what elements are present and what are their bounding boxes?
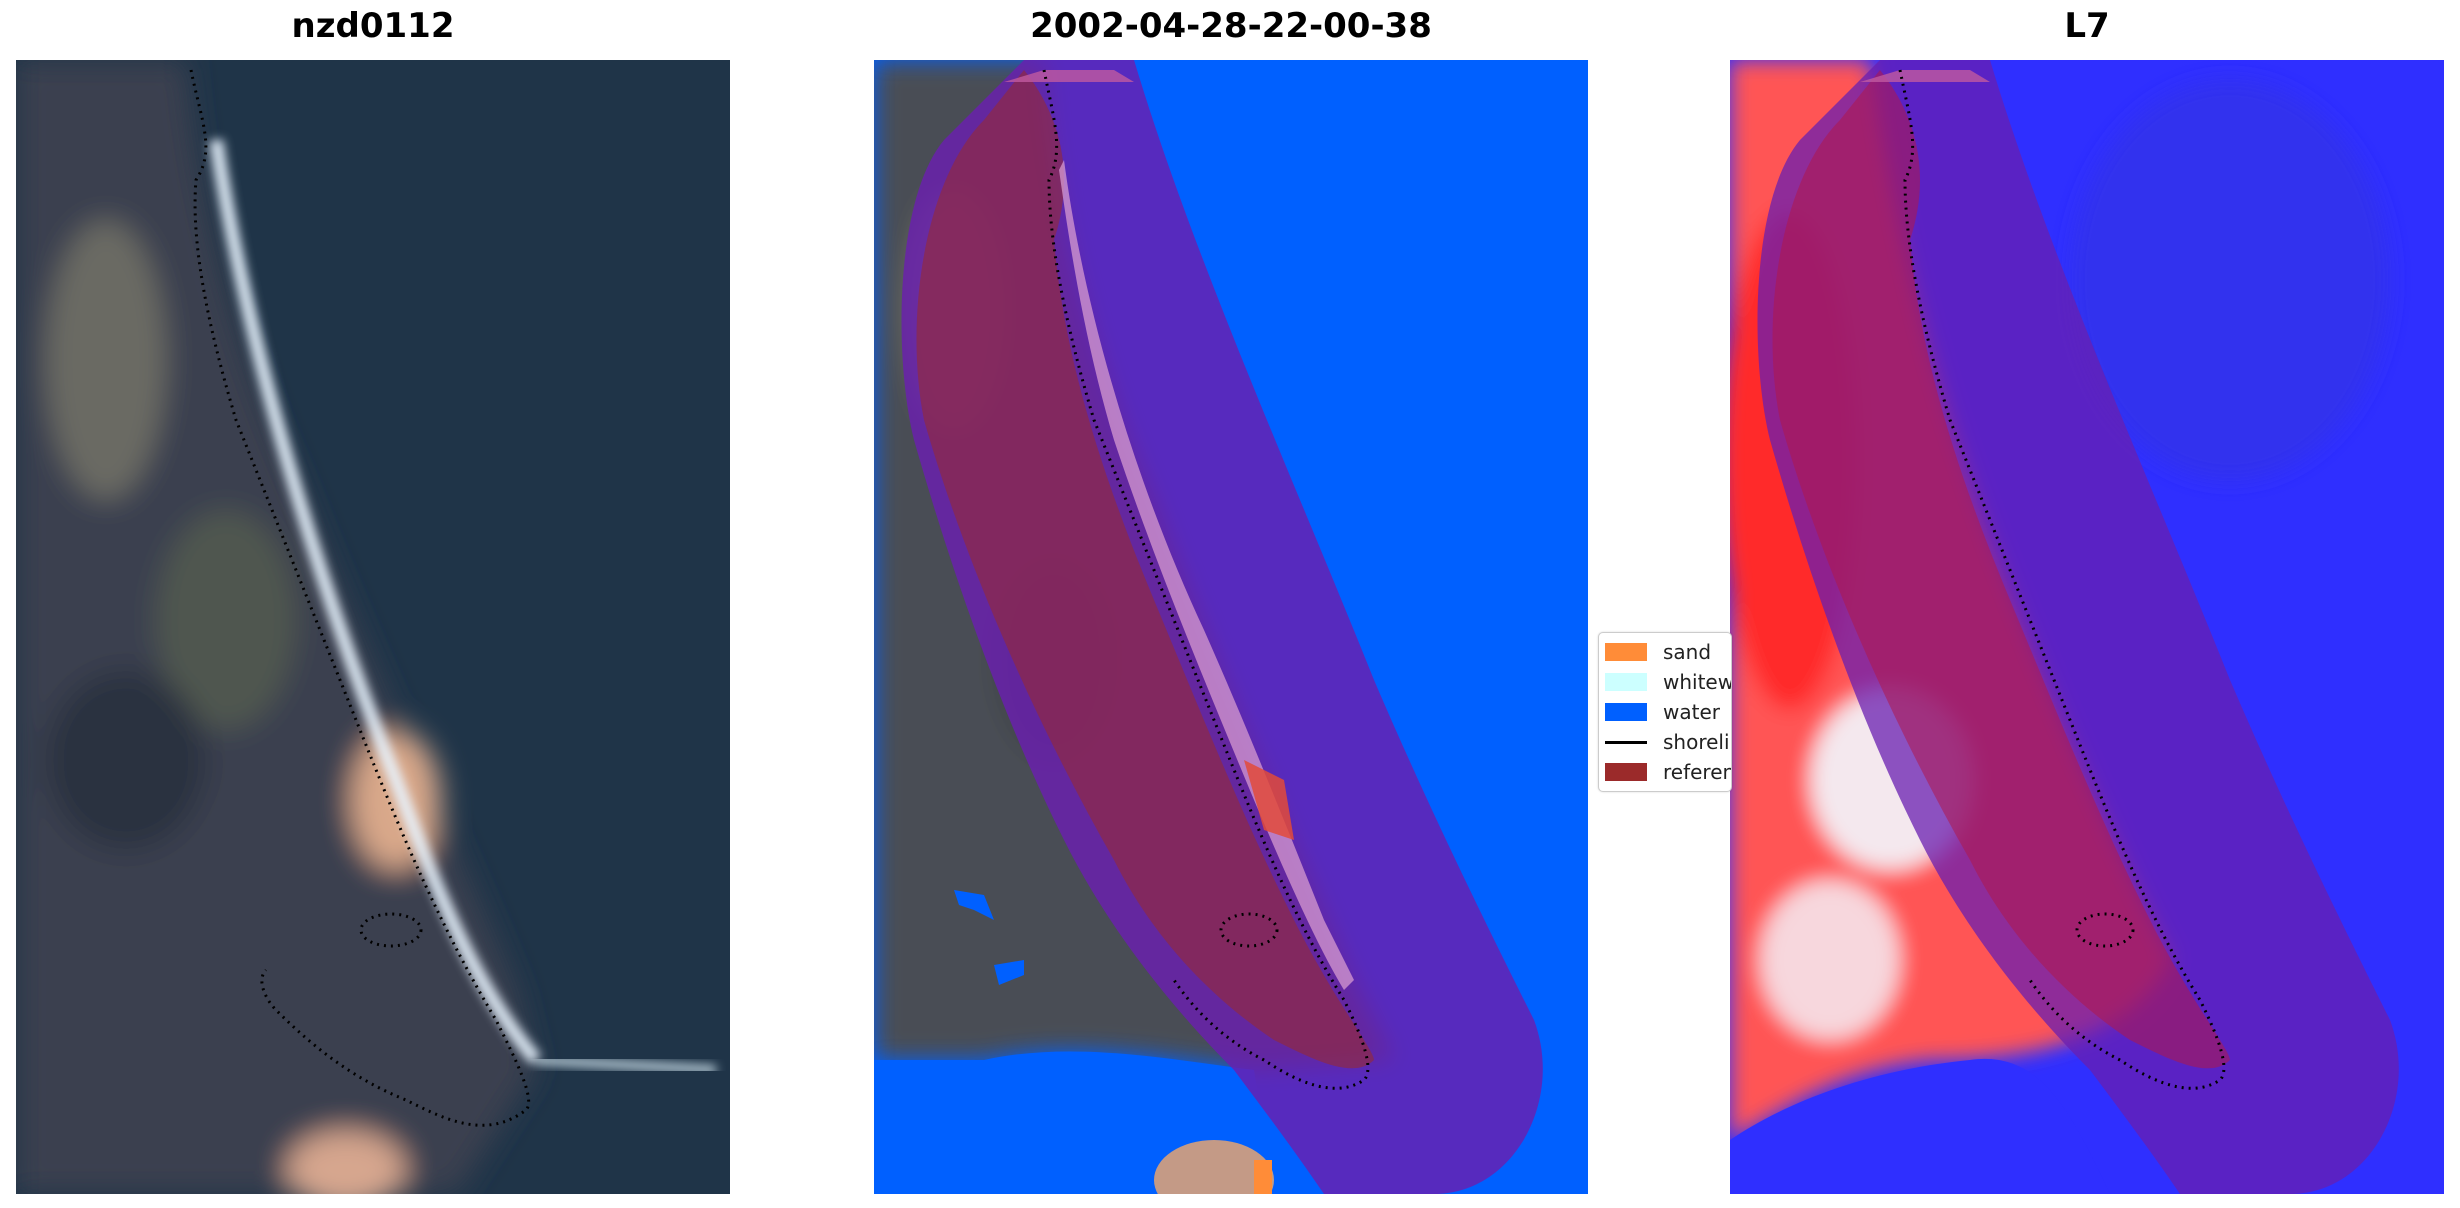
legend-label: water [1663, 700, 1720, 724]
rgb-image [16, 60, 730, 1194]
reference-loop [359, 912, 423, 948]
rgb-image-panel [16, 60, 730, 1194]
legend-item-sand: sand [1605, 637, 1711, 667]
legend-label: sand [1663, 640, 1712, 664]
whitewater-swatch [1605, 673, 1647, 691]
legend-item-shoreline: shoreline [1605, 727, 1731, 757]
l7-index-image [1730, 60, 2444, 1194]
panel-title-date: 2002-04-28-22-00-38 [1030, 6, 1432, 46]
legend-label: shoreline [1663, 730, 1731, 754]
legend-item-water: water [1605, 697, 1720, 727]
water-swatch [1605, 703, 1647, 721]
l7-index-panel [1730, 60, 2444, 1194]
reference-band [916, 70, 1374, 1069]
panel-title-nzd0112: nzd0112 [291, 6, 455, 46]
classification-image [874, 60, 1588, 1194]
panel-title-l7: L7 [2064, 6, 2110, 46]
shoreline-contour [1042, 69, 1370, 1090]
shoreline-contour [1898, 69, 2226, 1090]
legend-label: reference [1663, 760, 1731, 784]
reference-swatch [1605, 763, 1647, 781]
reference-band [1772, 70, 2230, 1069]
shoreline-line-icon [1605, 740, 1647, 744]
legend-item-reference: reference [1605, 757, 1731, 787]
classification-panel [874, 60, 1588, 1194]
sand-swatch [1605, 643, 1647, 661]
